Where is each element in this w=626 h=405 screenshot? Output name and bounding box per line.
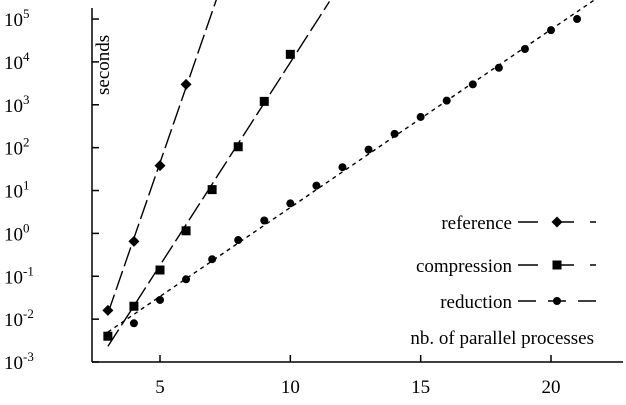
data-point	[285, 49, 295, 59]
x-tick-label: 20	[542, 377, 561, 398]
data-point	[154, 160, 166, 172]
legend-label: reference	[441, 213, 512, 234]
data-point	[233, 142, 243, 152]
legend-label: compression	[416, 256, 513, 277]
data-point	[364, 145, 373, 154]
legend: reference compression reduction	[416, 213, 596, 313]
y-tick-label: 102	[4, 135, 30, 160]
x-ticks: 5 10 15 20	[155, 355, 561, 398]
y-tick-label: 105	[4, 6, 30, 31]
legend-label: reduction	[440, 292, 512, 313]
x-tick-label: 10	[281, 377, 300, 398]
series-reference	[102, 0, 218, 316]
legend-item-reference: reference	[441, 213, 596, 234]
data-point	[103, 332, 112, 341]
data-point	[520, 44, 529, 53]
data-point	[129, 319, 138, 328]
data-point	[494, 63, 503, 72]
legend-marker	[553, 297, 561, 305]
series-line	[107, 0, 596, 333]
data-point	[390, 129, 399, 138]
data-point	[547, 26, 555, 35]
y-tick-label: 100	[4, 220, 30, 245]
y-tick-label: 10-2	[4, 306, 34, 331]
axes	[91, 8, 623, 363]
y-axis-label: seconds	[93, 35, 114, 95]
x-tick-label: 15	[411, 377, 430, 398]
data-point	[102, 304, 114, 316]
data-point	[573, 15, 582, 24]
data-point	[128, 235, 140, 247]
data-point	[180, 78, 192, 90]
data-point	[259, 96, 269, 106]
data-point	[312, 181, 321, 190]
legend-item-compression: compression	[416, 256, 596, 277]
data-point	[234, 236, 243, 245]
data-point	[181, 226, 191, 236]
data-point	[338, 163, 347, 172]
x-tick-label: 5	[155, 377, 165, 398]
legend-item-reduction: reduction	[440, 292, 596, 313]
data-point	[207, 185, 217, 195]
x-axis-label: nb. of parallel processes	[410, 328, 594, 349]
data-point	[129, 301, 139, 311]
legend-marker	[552, 260, 562, 270]
series-line	[107, 0, 218, 314]
y-tick-label: 10-3	[4, 349, 34, 374]
data-point	[442, 96, 451, 105]
y-tick-label: 104	[4, 49, 30, 74]
data-point	[182, 275, 191, 284]
data-point	[468, 80, 477, 89]
y-ticks: 10-3 10-2 10-1 100 101 102 103 104 105	[4, 6, 99, 374]
y-tick-label: 10-1	[4, 263, 34, 288]
data-point	[416, 112, 425, 121]
data-point	[260, 216, 269, 225]
data-point	[156, 295, 164, 304]
y-tick-label: 103	[4, 92, 30, 117]
data-point	[208, 255, 217, 264]
data-point	[155, 265, 165, 275]
data-point	[286, 199, 295, 208]
series-compression	[103, 1, 331, 347]
y-tick-label: 101	[4, 178, 30, 203]
legend-marker	[551, 216, 563, 228]
series-line	[107, 1, 331, 347]
series-reduction	[103, 0, 596, 341]
series-layer	[102, 0, 596, 347]
